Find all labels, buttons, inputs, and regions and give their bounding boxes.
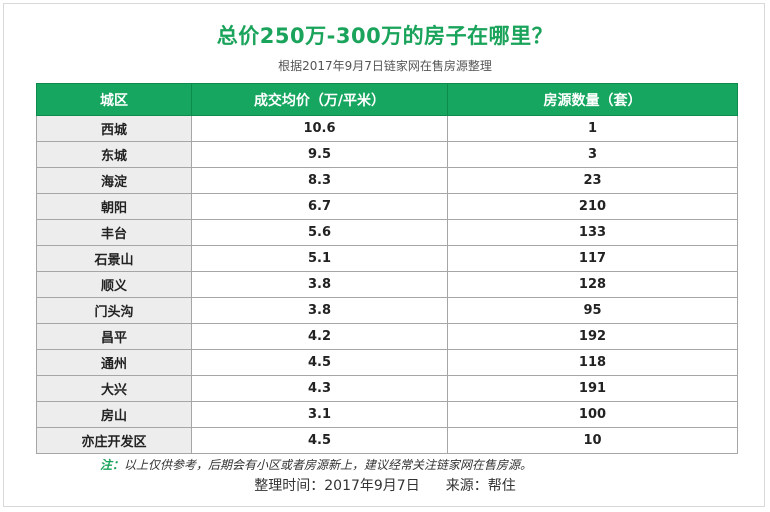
table-row: 朝阳 6.7 210: [36, 193, 738, 220]
cell-avg-price: 10.6: [191, 115, 448, 142]
cell-district: 亦庄开发区: [36, 427, 192, 454]
table-row: 东城 9.5 3: [36, 141, 738, 168]
cell-avg-price: 4.2: [191, 323, 448, 350]
cell-avg-price: 3.8: [191, 271, 448, 298]
cell-listing-count: 133: [447, 219, 738, 246]
cell-district: 昌平: [36, 323, 192, 350]
header-avg-price: 成交均价（万/平米）: [191, 83, 448, 116]
cell-listing-count: 3: [447, 141, 738, 168]
table-row: 西城 10.6 1: [36, 115, 738, 142]
cell-listing-count: 1: [447, 115, 738, 142]
footnote: 注：以上仅供参考，后期会有小区或者房源新上，建议经常关注链家网在售房源。: [100, 456, 532, 473]
cell-district: 顺义: [36, 271, 192, 298]
compile-date: 整理时间：2017年9月7日: [254, 478, 420, 494]
header-listing-count: 房源数量（套）: [447, 83, 738, 116]
cell-avg-price: 4.5: [191, 427, 448, 454]
cell-listing-count: 128: [447, 271, 738, 298]
header-district: 城区: [36, 83, 192, 116]
page-title: 总价250万-300万的房子在哪里？: [216, 24, 554, 48]
cell-district: 门头沟: [36, 297, 192, 324]
cell-avg-price: 5.1: [191, 245, 448, 272]
cell-district: 朝阳: [36, 193, 192, 220]
cell-listing-count: 117: [447, 245, 738, 272]
cell-district: 房山: [36, 401, 192, 428]
cell-district: 西城: [36, 115, 192, 142]
cell-listing-count: 191: [447, 375, 738, 402]
table-row: 海淀 8.3 23: [36, 167, 738, 194]
cell-district: 通州: [36, 349, 192, 376]
table-row: 丰台 5.6 133: [36, 219, 738, 246]
cell-listing-count: 10: [447, 427, 738, 454]
cell-district: 海淀: [36, 167, 192, 194]
cell-listing-count: 192: [447, 323, 738, 350]
image-frame: [3, 3, 765, 507]
cell-listing-count: 210: [447, 193, 738, 220]
table-row: 亦庄开发区 4.5 10: [36, 427, 738, 454]
cell-avg-price: 5.6: [191, 219, 448, 246]
cell-listing-count: 118: [447, 349, 738, 376]
table-row: 门头沟 3.8 95: [36, 297, 738, 324]
cell-avg-price: 4.5: [191, 349, 448, 376]
page-subtitle: 根据2017年9月7日链家网在售房源整理: [278, 59, 492, 73]
table-row: 昌平 4.2 192: [36, 323, 738, 350]
cell-district: 大兴: [36, 375, 192, 402]
housing-table: 城区 成交均价（万/平米） 房源数量（套） 西城 10.6 1 东城 9.5 3 海淀 8.3…: [36, 83, 738, 454]
source-credit: 来源：帮住: [445, 478, 516, 494]
cell-district: 丰台: [36, 219, 192, 246]
cell-avg-price: 8.3: [191, 167, 448, 194]
cell-listing-count: 100: [447, 401, 738, 428]
cell-district: 东城: [36, 141, 192, 168]
cell-avg-price: 6.7: [191, 193, 448, 220]
table-row: 房山 3.1 100: [36, 401, 738, 428]
table-body: 西城 10.6 1 东城 9.5 3 海淀 8.3 23 朝阳 6.7 210 丰台 5.6 133 石景山 5…: [36, 115, 738, 454]
cell-avg-price: 3.1: [191, 401, 448, 428]
footnote-text: 以上仅供参考，后期会有小区或者房源新上，建议经常关注链家网在售房源。: [124, 458, 533, 472]
cell-avg-price: 4.3: [191, 375, 448, 402]
cell-district: 石景山: [36, 245, 192, 272]
cell-avg-price: 9.5: [191, 141, 448, 168]
footnote-label: 注：: [100, 458, 125, 472]
cell-avg-price: 3.8: [191, 297, 448, 324]
footer: 整理时间：2017年9月7日 来源：帮住: [0, 475, 770, 495]
table-header-row: 城区 成交均价（万/平米） 房源数量（套）: [36, 83, 738, 116]
table-row: 通州 4.5 118: [36, 349, 738, 376]
table-row: 大兴 4.3 191: [36, 375, 738, 402]
cell-listing-count: 95: [447, 297, 738, 324]
cell-listing-count: 23: [447, 167, 738, 194]
table-row: 顺义 3.8 128: [36, 271, 738, 298]
table-row: 石景山 5.1 117: [36, 245, 738, 272]
